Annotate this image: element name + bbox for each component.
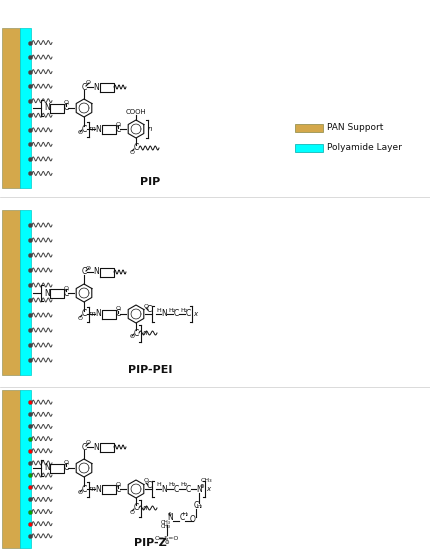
- Text: C: C: [81, 443, 86, 452]
- Text: O: O: [115, 122, 120, 126]
- Text: N: N: [93, 267, 98, 277]
- Text: C: C: [185, 485, 190, 493]
- Text: O: O: [129, 509, 134, 514]
- Text: O: O: [77, 491, 82, 496]
- Text: O: O: [129, 150, 134, 155]
- Text: x: x: [193, 311, 197, 317]
- Text: ⊖: ⊖: [164, 540, 169, 544]
- Text: PIP-PEI: PIP-PEI: [128, 365, 172, 375]
- Text: N: N: [44, 103, 50, 113]
- Text: H₂: H₂: [197, 503, 203, 509]
- Text: N: N: [95, 485, 101, 493]
- Text: COOH: COOH: [125, 109, 146, 115]
- Text: CH₃: CH₃: [200, 478, 211, 483]
- Text: O: O: [77, 130, 82, 135]
- Text: C: C: [81, 310, 86, 318]
- Bar: [2, 28, 20, 188]
- Text: C: C: [193, 502, 198, 510]
- Text: C: C: [63, 289, 68, 298]
- Text: H: H: [156, 307, 161, 312]
- Bar: [2, 390, 20, 548]
- Text: O: O: [63, 460, 68, 465]
- Text: C: C: [115, 310, 120, 318]
- Text: H: H: [156, 482, 161, 487]
- Text: x: x: [206, 486, 209, 492]
- Text: n: n: [142, 330, 147, 336]
- Text: O: O: [190, 515, 196, 525]
- Text: O: O: [77, 316, 82, 321]
- Text: N: N: [95, 310, 101, 318]
- Text: CH₃: CH₃: [160, 524, 171, 529]
- Text: m: m: [88, 311, 95, 317]
- Text: C: C: [81, 82, 86, 91]
- Text: PIP-Z: PIP-Z: [133, 538, 166, 548]
- Bar: [2, 210, 20, 375]
- Bar: [294, 144, 322, 152]
- Text: m: m: [88, 126, 95, 132]
- Text: O: O: [129, 334, 134, 339]
- Text: O: O: [143, 478, 148, 483]
- Text: O=S=O: O=S=O: [154, 536, 179, 541]
- Text: C: C: [146, 481, 151, 490]
- Text: O: O: [85, 80, 90, 85]
- Text: C: C: [185, 310, 190, 318]
- Text: H₂: H₂: [180, 482, 187, 487]
- Text: C: C: [63, 103, 68, 113]
- Bar: [20, 210, 31, 375]
- Bar: [20, 28, 31, 188]
- Text: O: O: [63, 101, 68, 106]
- Text: H₂: H₂: [180, 307, 187, 312]
- Text: N: N: [196, 485, 201, 493]
- Text: ⊕: ⊕: [199, 483, 204, 488]
- Text: Polyamide Layer: Polyamide Layer: [326, 144, 401, 152]
- Text: C: C: [115, 485, 120, 493]
- Text: N: N: [161, 485, 166, 493]
- Text: C: C: [173, 485, 178, 493]
- Text: N: N: [93, 443, 98, 452]
- Text: C: C: [173, 310, 178, 318]
- Text: C: C: [115, 124, 120, 134]
- Bar: [20, 390, 31, 548]
- Text: N: N: [95, 124, 101, 134]
- Text: N: N: [161, 310, 166, 318]
- Text: C: C: [81, 124, 86, 134]
- Text: O: O: [85, 441, 90, 446]
- Text: C: C: [133, 144, 138, 152]
- Text: m: m: [88, 486, 95, 492]
- Text: PAN Support: PAN Support: [326, 124, 383, 133]
- Bar: [294, 124, 322, 132]
- Text: CH₃: CH₃: [160, 520, 171, 525]
- Text: O: O: [63, 285, 68, 290]
- Text: O: O: [115, 481, 120, 487]
- Text: C: C: [179, 514, 184, 522]
- Text: N: N: [167, 514, 172, 522]
- Text: O: O: [143, 304, 148, 309]
- Text: O: O: [85, 266, 90, 271]
- Text: ⊕: ⊕: [168, 513, 172, 518]
- Text: N: N: [44, 289, 50, 298]
- Text: H₂: H₂: [168, 482, 175, 487]
- Text: C: C: [133, 328, 138, 338]
- Text: PIP: PIP: [140, 177, 160, 187]
- Text: n: n: [147, 126, 152, 132]
- Text: N: N: [93, 82, 98, 91]
- Text: C: C: [81, 485, 86, 493]
- Text: C: C: [133, 503, 138, 513]
- Text: H₂: H₂: [168, 307, 175, 312]
- Text: C: C: [81, 267, 86, 277]
- Text: n: n: [142, 505, 147, 511]
- Text: O: O: [115, 306, 120, 311]
- Text: C: C: [146, 305, 151, 315]
- Text: N: N: [44, 464, 50, 472]
- Text: C: C: [63, 464, 68, 472]
- Text: H₂: H₂: [182, 513, 189, 518]
